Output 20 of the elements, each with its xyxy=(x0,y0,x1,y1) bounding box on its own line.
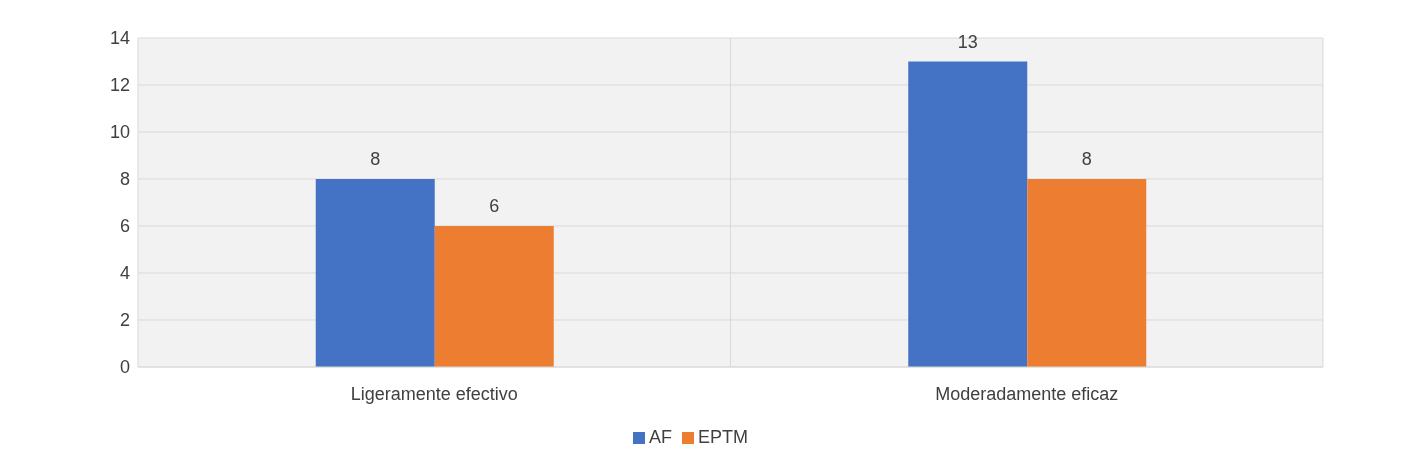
data-label: 8 xyxy=(1081,149,1092,169)
bar xyxy=(434,226,554,367)
y-tick-label: 8 xyxy=(119,169,130,190)
y-tick-label: 14 xyxy=(109,28,130,49)
data-label: 13 xyxy=(957,31,978,52)
bar xyxy=(908,61,1028,367)
y-tick-label: 4 xyxy=(119,263,130,284)
y-tick-label: 6 xyxy=(119,216,130,237)
bar xyxy=(315,179,435,367)
y-tick-label: 0 xyxy=(119,357,130,378)
bar xyxy=(1027,179,1147,367)
x-tick-label: Moderadamente eficaz xyxy=(935,383,1119,404)
legend-label: EPTM xyxy=(698,427,749,447)
y-tick-label: 10 xyxy=(109,122,130,143)
legend-label: AF xyxy=(648,427,672,447)
data-label: 6 xyxy=(489,196,500,216)
data-label: 8 xyxy=(370,149,381,169)
y-tick-label: 2 xyxy=(119,310,130,331)
x-tick-label: Ligeramente efectivo xyxy=(350,383,518,404)
y-tick-label: 12 xyxy=(109,75,130,96)
